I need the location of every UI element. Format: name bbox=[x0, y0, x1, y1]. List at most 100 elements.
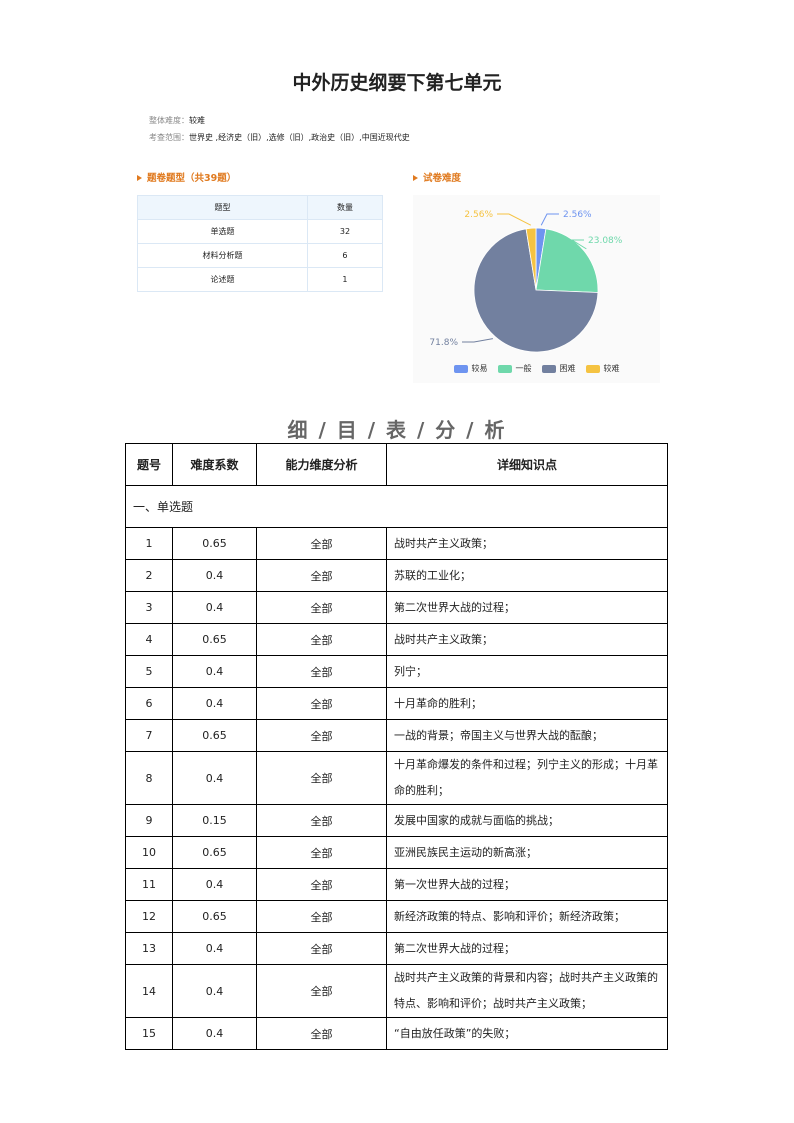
ability-dimension: 全部 bbox=[256, 527, 387, 560]
difficulty-coefficient: 0.4 bbox=[172, 932, 257, 965]
knowledge-points: 苏联的工业化； bbox=[386, 559, 668, 592]
table-row: 15 0.4 全部 “自由放任政策”的失败； bbox=[125, 1017, 668, 1050]
difficulty-coefficient: 0.65 bbox=[172, 836, 257, 869]
ability-dimension: 全部 bbox=[256, 559, 387, 592]
ability-dimension: 全部 bbox=[256, 804, 387, 837]
triangle-icon bbox=[137, 175, 142, 181]
header-cell: 题号 bbox=[125, 443, 173, 486]
question-number: 11 bbox=[125, 868, 173, 901]
exam-scope: 考查范围：世界史 ,经济史（旧）,选修（旧）,政治史（旧）,中国近现代史 bbox=[149, 132, 410, 143]
knowledge-points: 战时共产主义政策； bbox=[386, 623, 668, 656]
question-number: 15 bbox=[125, 1017, 173, 1050]
table-row: 9 0.15 全部 发展中国家的成就与面临的挑战； bbox=[125, 804, 668, 837]
question-number: 3 bbox=[125, 591, 173, 624]
legend-item[interactable]: 较难 bbox=[585, 363, 620, 374]
question-number: 7 bbox=[125, 719, 173, 752]
question-number: 14 bbox=[125, 964, 173, 1018]
knowledge-points: 战时共产主义政策的背景和内容；战时共产主义政策的特点、影响和评价；战时共产主义政… bbox=[386, 964, 668, 1018]
difficulty-coefficient: 0.65 bbox=[172, 527, 257, 560]
cell: 32 bbox=[306, 219, 384, 244]
legend-swatch bbox=[453, 364, 468, 373]
table-row: 4 0.65 全部 战时共产主义政策； bbox=[125, 623, 668, 656]
knowledge-points: 一战的背景；帝国主义与世界大战的酝酿； bbox=[386, 719, 668, 752]
ability-dimension: 全部 bbox=[256, 591, 387, 624]
legend-swatch bbox=[497, 364, 512, 373]
ability-dimension: 全部 bbox=[256, 1017, 387, 1050]
legend-label: 困难 bbox=[559, 364, 576, 373]
table-row: 单选题 32 bbox=[137, 219, 384, 244]
ability-dimension: 全部 bbox=[256, 900, 387, 933]
header-cell: 数量 bbox=[306, 195, 384, 220]
knowledge-points: 战时共产主义政策； bbox=[386, 527, 668, 560]
ability-dimension: 全部 bbox=[256, 719, 387, 752]
pie-slice-困难 bbox=[473, 228, 599, 353]
scope-value: 世界史 ,经济史（旧）,选修（旧）,政治史（旧）,中国近现代史 bbox=[189, 133, 410, 142]
ability-dimension: 全部 bbox=[256, 655, 387, 688]
difficulty-heading: 试卷难度 bbox=[413, 170, 461, 184]
difficulty-coefficient: 0.4 bbox=[172, 559, 257, 592]
knowledge-points: 十月革命的胜利； bbox=[386, 687, 668, 720]
legend-swatch bbox=[541, 364, 556, 373]
legend-label: 一般 bbox=[515, 364, 532, 373]
header-cell: 题型 bbox=[137, 195, 308, 220]
knowledge-points: 十月革命爆发的条件和过程；列宁主义的形成；十月革命的胜利； bbox=[386, 751, 668, 805]
table-row: 1 0.65 全部 战时共产主义政策； bbox=[125, 527, 668, 560]
knowledge-points: 亚洲民族民主运动的新高涨； bbox=[386, 836, 668, 869]
question-number: 13 bbox=[125, 932, 173, 965]
table-header: 题号 难度系数 能力维度分析 详细知识点 bbox=[125, 443, 668, 486]
difficulty-coefficient: 0.4 bbox=[172, 1017, 257, 1050]
table-row: 论述题 1 bbox=[137, 267, 384, 292]
label-leader-line bbox=[540, 213, 559, 226]
pie-label: 2.56% bbox=[563, 210, 592, 220]
question-number: 6 bbox=[125, 687, 173, 720]
detail-table: 题号 难度系数 能力维度分析 详细知识点 一、单选题 1 0.65 全部 战时共产主义… bbox=[125, 443, 668, 1050]
difficulty-coefficient: 0.4 bbox=[172, 964, 257, 1018]
ability-dimension: 全部 bbox=[256, 836, 387, 869]
table-row: 材料分析题 6 bbox=[137, 243, 384, 268]
table-row: 10 0.65 全部 亚洲民族民主运动的新高涨； bbox=[125, 836, 668, 869]
question-number: 4 bbox=[125, 623, 173, 656]
scope-label: 考查范围： bbox=[149, 133, 189, 142]
cell: 论述题 bbox=[137, 267, 308, 292]
knowledge-points: 发展中国家的成就与面临的挑战； bbox=[386, 804, 668, 837]
ability-dimension: 全部 bbox=[256, 932, 387, 965]
label-leader-line bbox=[462, 338, 493, 343]
difficulty-coefficient: 0.4 bbox=[172, 655, 257, 688]
page-title: 中外历史纲要下第七单元 bbox=[292, 72, 502, 94]
legend-item[interactable]: 较易 bbox=[453, 363, 488, 374]
table-row: 14 0.4 全部 战时共产主义政策的背景和内容；战时共产主义政策的特点、影响和评价；… bbox=[125, 964, 668, 1018]
ability-dimension: 全部 bbox=[256, 964, 387, 1018]
pie-svg: 2.56% 23.08% 71.8% 2.56% bbox=[429, 210, 623, 353]
label-leader-line bbox=[497, 213, 532, 226]
ability-dimension: 全部 bbox=[256, 751, 387, 805]
question-number: 1 bbox=[125, 527, 173, 560]
legend-item[interactable]: 一般 bbox=[497, 363, 532, 374]
question-number: 2 bbox=[125, 559, 173, 592]
knowledge-points: “自由放任政策”的失败； bbox=[386, 1017, 668, 1050]
legend-swatch bbox=[585, 364, 600, 373]
question-number: 12 bbox=[125, 900, 173, 933]
table-row: 7 0.65 全部 一战的背景；帝国主义与世界大战的酝酿； bbox=[125, 719, 668, 752]
table-row: 8 0.4 全部 十月革命爆发的条件和过程；列宁主义的形成；十月革命的胜利； bbox=[125, 751, 668, 805]
difficulty-label: 整体难度： bbox=[149, 116, 189, 125]
knowledge-points: 第二次世界大战的过程； bbox=[386, 591, 668, 624]
difficulty-coefficient: 0.65 bbox=[172, 900, 257, 933]
table-row: 2 0.4 全部 苏联的工业化； bbox=[125, 559, 668, 592]
triangle-icon bbox=[413, 175, 418, 181]
section-row: 一、单选题 bbox=[125, 485, 668, 528]
pie-label: 2.56% bbox=[464, 210, 493, 220]
cell: 1 bbox=[306, 267, 384, 292]
table-row: 6 0.4 全部 十月革命的胜利； bbox=[125, 687, 668, 720]
knowledge-points: 列宁； bbox=[386, 655, 668, 688]
question-types-table: 题型 数量 单选题 32 材料分析题 6 论述题 1 bbox=[137, 195, 384, 292]
pie-slice-一般 bbox=[535, 228, 599, 293]
heading-text: 题卷题型（共39题） bbox=[147, 173, 237, 184]
pie-label: 23.08% bbox=[588, 236, 623, 246]
difficulty-coefficient: 0.4 bbox=[172, 751, 257, 805]
overall-difficulty: 整体难度：较难 bbox=[149, 115, 205, 126]
legend-item[interactable]: 困难 bbox=[541, 363, 576, 374]
question-number: 8 bbox=[125, 751, 173, 805]
difficulty-coefficient: 0.65 bbox=[172, 719, 257, 752]
difficulty-coefficient: 0.4 bbox=[172, 687, 257, 720]
